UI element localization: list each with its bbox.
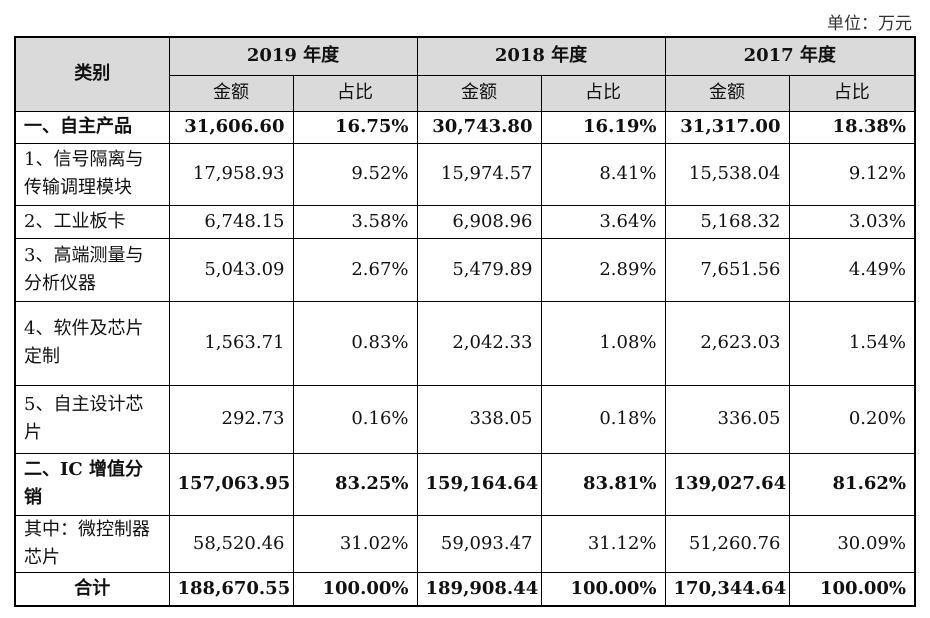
header-amount: 金额 (168, 74, 294, 112)
cell-value: 30.09% (788, 514, 916, 573)
cell-value: 16.19% (540, 110, 666, 144)
header-ratio: 占比 (292, 74, 418, 112)
cell-value: 5,479.89 (416, 237, 542, 302)
cell-value: 9.12% (788, 142, 916, 206)
cell-value: 15,538.04 (664, 142, 790, 206)
cell-value: 31.12% (540, 514, 666, 573)
table-row: 合计 188,670.55 100.00% 189,908.44 100.00%… (14, 571, 916, 607)
cell-value: 18.38% (788, 110, 916, 144)
cell-value: 100.00% (540, 571, 666, 607)
cell-value: 1,563.71 (168, 300, 294, 386)
cell-value: 30,743.80 (416, 110, 542, 144)
cell-value: 58,520.46 (168, 514, 294, 573)
row-label: 1、信号隔离与传输调理模块 (14, 142, 170, 206)
cell-value: 17,958.93 (168, 142, 294, 206)
cell-value: 31,606.60 (168, 110, 294, 144)
table-row: 4、软件及芯片定制 1,563.71 0.83% 2,042.33 1.08% … (14, 300, 916, 386)
cell-value: 170,344.64 (664, 571, 790, 607)
header-year-2019: 2019 年度 (168, 36, 418, 76)
row-label: 其中：微控制器芯片 (14, 514, 170, 573)
row-label: 合计 (14, 571, 170, 607)
header-ratio: 占比 (540, 74, 666, 112)
row-label: 3、高端测量与分析仪器 (14, 237, 170, 302)
cell-value: 0.18% (540, 384, 666, 454)
header-year-2017: 2017 年度 (664, 36, 916, 76)
cell-value: 83.81% (540, 452, 666, 516)
cell-value: 0.83% (292, 300, 418, 386)
cell-value: 31.02% (292, 514, 418, 573)
cell-value: 16.75% (292, 110, 418, 144)
row-label: 一、自主产品 (14, 110, 170, 144)
cell-value: 5,168.32 (664, 204, 790, 239)
cell-value: 157,063.95 (168, 452, 294, 516)
cell-value: 3.03% (788, 204, 916, 239)
cell-value: 2,042.33 (416, 300, 542, 386)
unit-label: 单位：万元 (827, 14, 912, 34)
row-label: 二、IC 增值分销 (14, 452, 170, 516)
table-row: 5、自主设计芯片 292.73 0.16% 338.05 0.18% 336.0… (14, 384, 916, 454)
cell-value: 338.05 (416, 384, 542, 454)
cell-value: 59,093.47 (416, 514, 542, 573)
table-row: 二、IC 增值分销 157,063.95 83.25% 159,164.64 8… (14, 452, 916, 516)
cell-value: 3.58% (292, 204, 418, 239)
revenue-table: 类别 2019 年度 2018 年度 2017 年度 金额 占比 金额 占比 金… (14, 36, 916, 607)
cell-value: 9.52% (292, 142, 418, 206)
cell-value: 15,974.57 (416, 142, 542, 206)
cell-value: 6,908.96 (416, 204, 542, 239)
cell-value: 139,027.64 (664, 452, 790, 516)
cell-value: 1.54% (788, 300, 916, 386)
table-row: 其中：微控制器芯片 58,520.46 31.02% 59,093.47 31.… (14, 514, 916, 573)
cell-value: 100.00% (292, 571, 418, 607)
table-row: 1、信号隔离与传输调理模块 17,958.93 9.52% 15,974.57 … (14, 142, 916, 206)
cell-value: 159,164.64 (416, 452, 542, 516)
cell-value: 0.20% (788, 384, 916, 454)
cell-value: 336.05 (664, 384, 790, 454)
row-label: 2、工业板卡 (14, 204, 170, 239)
table-row: 3、高端测量与分析仪器 5,043.09 2.67% 5,479.89 2.89… (14, 237, 916, 302)
row-label: 5、自主设计芯片 (14, 384, 170, 454)
row-label: 4、软件及芯片定制 (14, 300, 170, 386)
cell-value: 3.64% (540, 204, 666, 239)
header-amount: 金额 (416, 74, 542, 112)
cell-value: 7,651.56 (664, 237, 790, 302)
cell-value: 188,670.55 (168, 571, 294, 607)
cell-value: 83.25% (292, 452, 418, 516)
header-category: 类别 (14, 36, 170, 112)
cell-value: 2.89% (540, 237, 666, 302)
cell-value: 5,043.09 (168, 237, 294, 302)
header-year-2018: 2018 年度 (416, 36, 666, 76)
cell-value: 1.08% (540, 300, 666, 386)
cell-value: 0.16% (292, 384, 418, 454)
table-row: 2、工业板卡 6,748.15 3.58% 6,908.96 3.64% 5,1… (14, 204, 916, 239)
cell-value: 6,748.15 (168, 204, 294, 239)
cell-value: 51,260.76 (664, 514, 790, 573)
cell-value: 2,623.03 (664, 300, 790, 386)
cell-value: 8.41% (540, 142, 666, 206)
cell-value: 4.49% (788, 237, 916, 302)
header-amount: 金额 (664, 74, 790, 112)
cell-value: 2.67% (292, 237, 418, 302)
cell-value: 292.73 (168, 384, 294, 454)
header-ratio: 占比 (788, 74, 916, 112)
cell-value: 100.00% (788, 571, 916, 607)
cell-value: 189,908.44 (416, 571, 542, 607)
table-row: 一、自主产品 31,606.60 16.75% 30,743.80 16.19%… (14, 110, 916, 144)
cell-value: 31,317.00 (664, 110, 790, 144)
cell-value: 81.62% (788, 452, 916, 516)
